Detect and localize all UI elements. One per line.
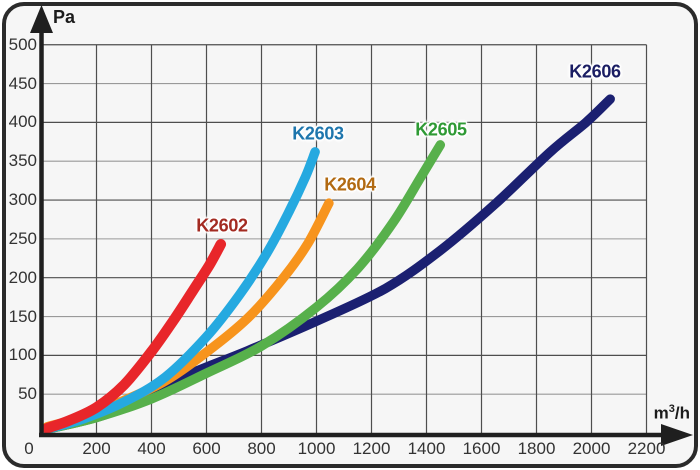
x-tick-200: 200: [82, 439, 111, 458]
x-tick-1800: 1800: [517, 439, 556, 458]
x-tick-0: 0: [24, 439, 34, 458]
series-label-k2602: K2602: [196, 215, 248, 236]
y-axis-arrow-icon: [30, 5, 53, 33]
axes: [30, 5, 693, 446]
x-tick-800: 800: [247, 439, 276, 458]
y-tick-350: 350: [8, 151, 37, 171]
x-tick-1200: 1200: [352, 439, 391, 458]
x-unit-rest: /h: [674, 403, 690, 423]
x-tick-400: 400: [137, 439, 166, 458]
curve-k2605: [42, 140, 446, 434]
y-axis-unit-label: Pa: [53, 7, 75, 28]
curve-k2602: [41, 239, 227, 434]
fan-curves: [41, 94, 615, 434]
y-unit-text: Pa: [53, 7, 76, 27]
x-axis-arrow-icon: [661, 424, 693, 446]
x-axis-unit-label: m3/h: [654, 403, 690, 424]
curve-k2604: [42, 198, 334, 432]
curve-k2603: [42, 147, 320, 434]
y-tick-400: 400: [8, 112, 37, 132]
series-label-k2606: K2606: [569, 61, 621, 82]
x-unit-superscript: 3: [668, 403, 675, 415]
x-tick-1600: 1600: [462, 439, 501, 458]
series-label-k2605: K2605: [415, 119, 467, 140]
y-tick-200: 200: [8, 267, 37, 287]
x-unit-base: m: [653, 403, 669, 423]
series-label-k2603: K2603: [292, 123, 344, 144]
x-tick-1400: 1400: [407, 439, 446, 458]
x-tick-600: 600: [192, 439, 221, 458]
y-tick-50: 50: [18, 384, 37, 404]
series-label-k2604: K2604: [324, 174, 376, 195]
x-tick-2000: 2000: [572, 439, 611, 458]
y-tick-500: 500: [8, 34, 37, 54]
y-tick-150: 150: [8, 306, 37, 326]
y-tick-300: 300: [8, 190, 37, 210]
x-tick-2200: 2200: [627, 439, 666, 458]
y-tick-450: 450: [8, 73, 37, 93]
x-tick-1000: 1000: [297, 439, 336, 458]
y-tick-100: 100: [8, 345, 37, 365]
y-tick-250: 250: [8, 228, 37, 248]
